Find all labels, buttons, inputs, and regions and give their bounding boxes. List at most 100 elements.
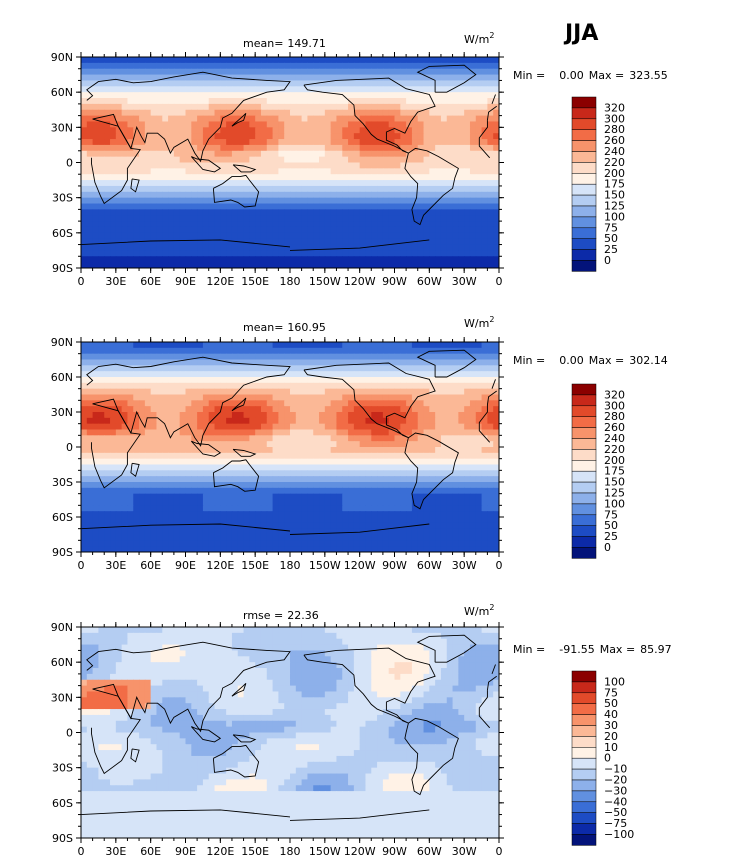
field-cell: [464, 80, 471, 87]
field-cell: [92, 139, 100, 146]
field-cell: [185, 133, 192, 140]
field-cell: [342, 215, 349, 222]
field-cell: [179, 353, 187, 361]
field-cell: [168, 180, 175, 187]
field-cell: [104, 250, 111, 257]
field-cell: [440, 168, 448, 175]
field-cell: [156, 476, 163, 483]
field-cell: [156, 482, 163, 489]
field-cell: [429, 429, 436, 436]
field-cell: [272, 115, 279, 123]
field-cell: [377, 127, 384, 134]
field-cell: [348, 429, 355, 436]
field-cell: [359, 127, 367, 134]
field-cell: [81, 353, 88, 361]
field-cell: [255, 505, 262, 512]
field-cell: [411, 406, 419, 413]
field-cell: [475, 342, 483, 349]
field-cell: [208, 86, 216, 93]
field-cell: [342, 62, 349, 70]
field-cell: [423, 406, 430, 413]
field-cell: [301, 57, 309, 64]
field-cell: [452, 238, 459, 246]
field-cell: [110, 156, 117, 164]
field-cell: [133, 400, 140, 407]
field-cell: [266, 382, 274, 390]
field-cell: [493, 238, 499, 246]
field-cell: [115, 139, 123, 146]
field-cell: [139, 482, 146, 489]
field-cell: [231, 464, 239, 471]
field-cell: [475, 464, 483, 471]
field-cell: [104, 499, 111, 506]
field-cell: [429, 493, 436, 501]
field-cell: [423, 80, 430, 87]
field-cell: [139, 256, 146, 263]
field-cell: [162, 68, 169, 76]
field-cell: [452, 209, 459, 216]
field-cell: [92, 487, 100, 495]
field-cell: [220, 174, 227, 181]
field-cell: [446, 447, 454, 454]
field-cell: [133, 452, 140, 460]
field-cell: [330, 86, 338, 93]
field-cell: [348, 209, 355, 216]
field-cell: [278, 464, 285, 471]
field-cell: [446, 121, 454, 128]
field-cell: [266, 162, 274, 169]
colorbar-label: 150: [604, 189, 625, 202]
field-cell: [481, 232, 488, 240]
field-cell: [86, 115, 94, 123]
field-cell: [260, 365, 268, 372]
field-cell: [452, 197, 459, 205]
field-cell: [150, 353, 158, 361]
field-cell: [162, 262, 169, 268]
field-cell: [388, 371, 396, 378]
field-cell: [400, 174, 407, 181]
field-cell: [144, 250, 152, 257]
field-cell: [162, 388, 169, 396]
field-cell: [365, 80, 372, 87]
field-cell: [173, 226, 181, 234]
field-cell: [255, 62, 262, 70]
field-cell: [313, 505, 320, 512]
field-cell: [115, 371, 123, 378]
field-cell: [307, 191, 314, 199]
field-cell: [348, 238, 355, 246]
field-cell: [400, 452, 407, 460]
x-tick-label: 120W: [344, 275, 376, 288]
field-cell: [243, 359, 250, 366]
field-cell: [429, 441, 436, 448]
field-cell: [394, 68, 401, 76]
field-cell: [423, 144, 430, 152]
field-cell: [156, 417, 163, 425]
field-cell: [226, 62, 233, 70]
field-cell: [266, 429, 274, 436]
field-cell: [179, 150, 187, 158]
field-cell: [197, 429, 204, 436]
field-cell: [458, 365, 465, 372]
field-cell: [260, 203, 268, 210]
field-cell: [92, 250, 100, 257]
field-cell: [237, 244, 245, 252]
field-cell: [493, 185, 499, 193]
field-cell: [156, 156, 163, 164]
field-cell: [290, 353, 297, 361]
field-cell: [266, 191, 274, 199]
field-cell: [330, 62, 338, 70]
field-cell: [307, 86, 314, 93]
field-cell: [150, 511, 158, 518]
field-cell: [464, 57, 471, 64]
field-cell: [121, 197, 129, 205]
field-cell: [330, 121, 338, 128]
field-cell: [319, 412, 326, 419]
field-cell: [481, 244, 488, 252]
field-cell: [330, 57, 338, 64]
field-cell: [417, 262, 425, 268]
field-cell: [121, 156, 129, 164]
field-cell: [81, 180, 88, 187]
field-cell: [115, 359, 123, 366]
field-cell: [237, 388, 245, 396]
field-cell: [104, 342, 111, 349]
field-cell: [144, 139, 152, 146]
